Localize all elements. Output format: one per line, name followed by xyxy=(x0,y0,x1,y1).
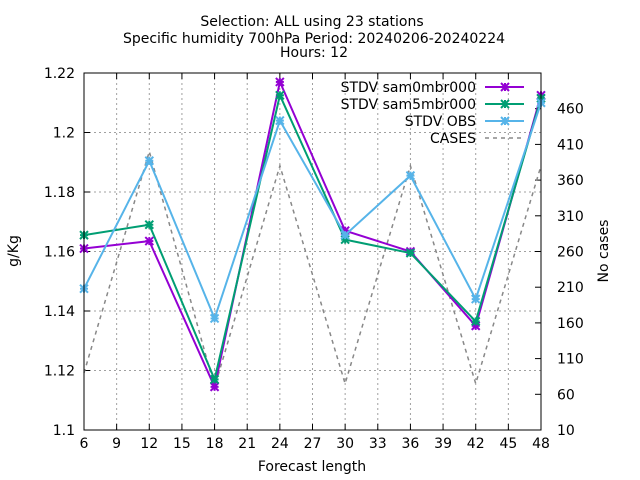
data-point-stdv-sam5mbr000 xyxy=(405,248,416,258)
x-tick-label: 33 xyxy=(369,436,387,452)
x-tick-label: 21 xyxy=(238,436,256,452)
y-tick-label: 1.12 xyxy=(44,364,75,380)
y-axis-label: g/Kg xyxy=(6,235,22,267)
x-tick-label: 24 xyxy=(271,436,289,452)
series-line-stdv-obs xyxy=(83,102,542,322)
title-line-3: Hours: 12 xyxy=(280,45,348,61)
y-tick-label: 1.22 xyxy=(44,66,75,82)
legend-marker-stdv-sam0mbr000 xyxy=(500,82,510,92)
legend-marker-stdv-sam5mbr000 xyxy=(500,99,510,109)
data-point-stdv-obs xyxy=(340,230,350,240)
data-point-stdv-obs xyxy=(209,313,220,324)
y2-tick-label: 60 xyxy=(557,387,575,403)
series-line-stdv-sam5mbr000 xyxy=(83,92,542,383)
legend-label-cases: CASES xyxy=(430,131,476,147)
data-point-stdv-sam5mbr000 xyxy=(275,90,285,101)
y2-tick-label: 460 xyxy=(557,102,584,118)
y2-tick-label: 310 xyxy=(557,209,584,225)
y2-tick-label: 410 xyxy=(557,137,584,153)
series-line-cases xyxy=(83,148,542,390)
y2-axis-label: No cases xyxy=(596,220,612,283)
x-tick-label: 39 xyxy=(434,436,452,452)
axis-ticks: 6 9 12 15 18 21 24 27 30 33 36 39 42 45 48 1.1 1.12 1.14 1… xyxy=(44,66,584,452)
x-tick-label: 45 xyxy=(499,436,517,452)
x-tick-label: 36 xyxy=(402,436,420,452)
data-point-stdv-obs xyxy=(471,294,481,304)
data-point-stdv-obs xyxy=(405,170,416,181)
legend-label-stdv-obs: STDV OBS xyxy=(405,114,476,130)
legend-marker-stdv-obs xyxy=(500,116,510,126)
y2-tick-label: 160 xyxy=(557,316,584,332)
x-tick-label: 15 xyxy=(173,436,191,452)
y-tick-label: 1.16 xyxy=(44,245,75,261)
title-line-2: Specific humidity 700hPa Period: 2024020… xyxy=(123,31,505,47)
x-tick-label: 30 xyxy=(336,436,354,452)
x-tick-label: 18 xyxy=(206,436,224,452)
x-tick-label: 9 xyxy=(112,436,121,452)
y2-tick-label: 10 xyxy=(557,423,575,439)
plot-frame xyxy=(83,72,542,431)
legend-label-stdv-sam0mbr000: STDV sam0mbr000 xyxy=(341,80,476,96)
legend-label-stdv-sam5mbr000: STDV sam5mbr000 xyxy=(341,97,476,113)
series xyxy=(79,77,546,392)
y2-tick-label: 110 xyxy=(557,352,584,368)
data-point-stdv-sam0mbr000 xyxy=(144,236,154,246)
x-axis-label: Forecast length xyxy=(258,459,366,475)
data-point-stdv-obs xyxy=(144,156,154,166)
data-point-stdv-sam5mbr000 xyxy=(209,374,220,385)
chart-title: Selection: ALL using 23 stations Specifi… xyxy=(123,14,505,61)
y2-tick-label: 360 xyxy=(557,173,584,189)
x-tick-label: 48 xyxy=(532,436,550,452)
y-tick-label: 1.14 xyxy=(44,304,75,320)
data-point-stdv-sam0mbr000 xyxy=(209,382,220,392)
y-tick-label: 1.2 xyxy=(53,126,75,142)
y2-tick-label: 260 xyxy=(557,245,584,261)
y2-tick-label: 210 xyxy=(557,280,584,296)
data-point-stdv-sam0mbr000 xyxy=(275,77,285,87)
title-line-1: Selection: ALL using 23 stations xyxy=(200,14,423,30)
x-tick-label: 6 xyxy=(80,436,89,452)
series-line-stdv-sam0mbr000 xyxy=(83,78,542,391)
data-point-stdv-obs xyxy=(275,115,285,126)
x-tick-label: 42 xyxy=(467,436,485,452)
y-tick-label: 1.18 xyxy=(44,185,75,201)
data-point-stdv-sam5mbr000 xyxy=(144,220,154,230)
x-tick-label: 12 xyxy=(140,436,158,452)
y-tick-label: 1.1 xyxy=(53,423,75,439)
data-point-stdv-sam5mbr000 xyxy=(471,316,481,327)
x-tick-label: 27 xyxy=(304,436,322,452)
